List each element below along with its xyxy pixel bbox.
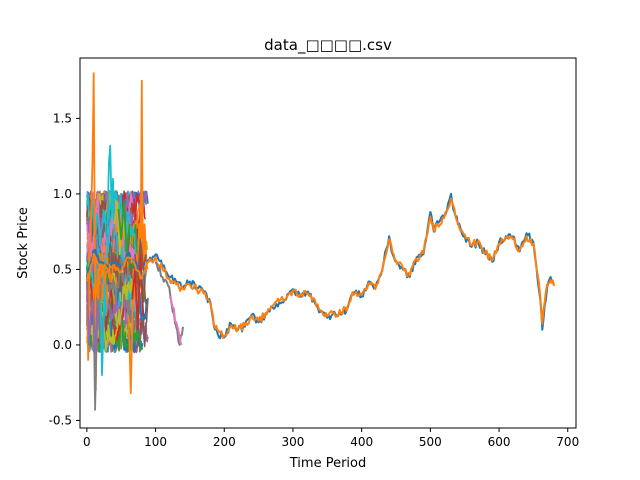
chart-title: data_□□□□.csv [264, 36, 392, 55]
spike-series-line [99, 283, 107, 377]
y-axis-label: Stock Price [16, 207, 31, 279]
x-tick-label: 700 [556, 435, 579, 449]
y-tick-label: 1.5 [53, 111, 72, 125]
y-tick-label: 0.5 [53, 262, 72, 276]
x-tick-label: 500 [419, 435, 442, 449]
plot-frame [79, 57, 577, 429]
spike-series-line [134, 238, 147, 286]
x-axis-label: Time Period [289, 456, 366, 471]
y-tick-label: -0.5 [49, 413, 72, 427]
y-axis: -0.5 0.0 0.5 1.0 1.5 [49, 111, 80, 427]
y-tick-label: 1.0 [53, 187, 72, 201]
spike-series-line [106, 144, 116, 240]
x-tick-label: 400 [350, 435, 373, 449]
long-series-line [85, 197, 555, 340]
x-tick-label: 200 [213, 435, 236, 449]
spike-series-line [127, 79, 149, 395]
spike-series-line [113, 200, 127, 256]
long-series-line [168, 295, 183, 346]
x-tick-label: 600 [488, 435, 511, 449]
y-tick-label: 0.0 [53, 338, 72, 352]
x-axis: 0 100 200 300 400 500 600 700 [83, 428, 579, 449]
spike-series-line [117, 200, 131, 256]
spike-series-line [86, 276, 99, 354]
x-tick-label: 100 [144, 435, 167, 449]
plot-lines [85, 72, 555, 411]
x-tick-label: 300 [282, 435, 305, 449]
x-tick-label: 0 [83, 435, 91, 449]
